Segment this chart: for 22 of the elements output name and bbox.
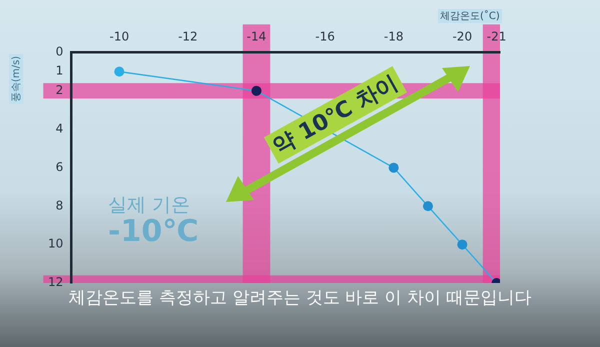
text: 체감온도를 측정하고 알려주는 것도 바로 이 차이 때문입니다	[68, 288, 532, 308]
y-tick-label: 10	[48, 236, 64, 251]
x-tick-label: -16	[315, 29, 335, 44]
y-tick-label: 6	[56, 160, 64, 174]
y-tick-label: 4	[56, 121, 64, 136]
x-tick-label: -20	[452, 29, 472, 44]
y-tick-label: 8	[56, 198, 64, 212]
point	[251, 86, 262, 96]
y-tick-label: 2	[56, 82, 64, 97]
x-tick-label: -18	[384, 29, 404, 44]
x-tick-label: -10	[109, 29, 130, 44]
y-tick-label: 0	[56, 44, 64, 59]
y-axis-title: 풍속(m/s)	[9, 54, 23, 104]
y-tick-label: 12	[48, 275, 64, 290]
x-tick-label: -12	[178, 29, 198, 44]
point	[422, 201, 433, 212]
x-axis-title: 체감온도(˚C)	[438, 9, 502, 23]
y-tick-label: 1	[56, 64, 64, 78]
x-tick-label: -14	[246, 29, 266, 44]
point	[457, 240, 468, 250]
point	[388, 162, 399, 173]
point	[114, 66, 124, 77]
